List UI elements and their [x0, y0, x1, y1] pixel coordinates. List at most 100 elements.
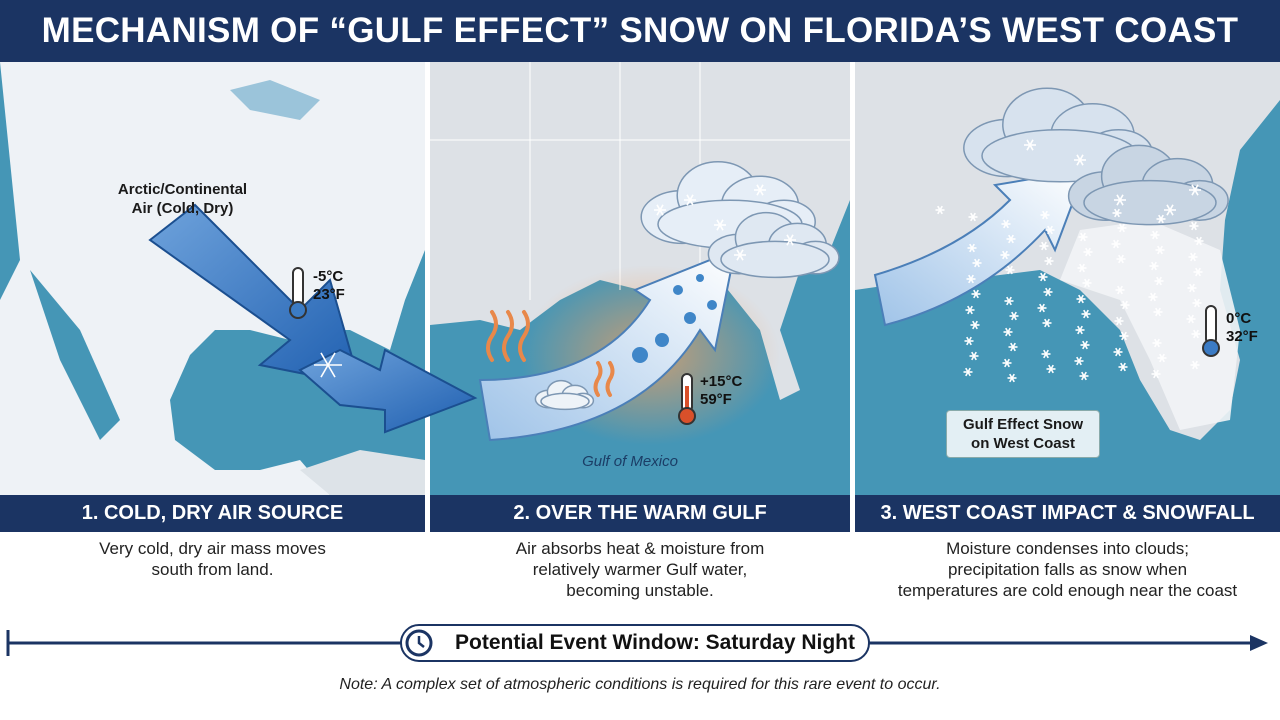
panel-heading: 2. OVER THE WARM GULF — [430, 495, 850, 532]
flake-arm — [1151, 261, 1157, 271]
snowflake — [1186, 314, 1196, 324]
snowflake — [1079, 371, 1089, 381]
desc-line: south from land. — [151, 560, 274, 579]
snowflake — [1116, 254, 1126, 264]
flake-arm — [1079, 263, 1085, 273]
flake-arm — [1081, 371, 1087, 381]
flake-arm — [937, 205, 943, 215]
flake-arm — [1040, 272, 1046, 282]
panel-heading: 3. WEST COAST IMPACT & SNOWFALL — [855, 495, 1280, 532]
snowflake — [754, 184, 766, 196]
snowflake — [1194, 236, 1204, 246]
clouds — [534, 87, 1229, 411]
snowflake — [1150, 230, 1160, 240]
flake-arm — [1003, 219, 1009, 229]
flake-arm — [1005, 327, 1011, 337]
snowflake — [967, 243, 977, 253]
flake-arm — [1082, 340, 1088, 350]
snowflake — [972, 258, 982, 268]
snowflake — [1009, 311, 1019, 321]
flake-arm — [1157, 245, 1163, 255]
flake-arm — [1047, 225, 1053, 235]
flake-arm — [1121, 331, 1127, 341]
snowflake — [1154, 276, 1164, 286]
flake-arm — [971, 351, 977, 361]
cloud — [1067, 144, 1229, 226]
snowflake — [1003, 327, 1013, 337]
temperature: 0°C 32°F — [1226, 310, 1258, 346]
snowflake — [1040, 210, 1050, 220]
flake-arm — [1043, 349, 1049, 359]
flake-arm — [1196, 236, 1202, 246]
note: Note: A complex set of atmospheric condi… — [339, 676, 941, 693]
flake-arm — [968, 274, 974, 284]
snowflake — [1114, 316, 1124, 326]
flake-arm — [1078, 294, 1084, 304]
flake-arm — [967, 305, 973, 315]
flake-arm — [686, 194, 694, 206]
flake-arm — [1117, 285, 1123, 295]
snowflake — [970, 320, 980, 330]
flake-arm — [1046, 256, 1052, 266]
temp-f: 59°F — [700, 391, 732, 408]
snowflake — [1042, 318, 1052, 328]
snowflakes — [314, 139, 1204, 383]
flake-arm — [1194, 298, 1200, 308]
panel-description: Very cold, dry air mass moves south from … — [0, 538, 425, 580]
temp-c: +15°C — [700, 373, 743, 390]
flake-arm — [1158, 214, 1164, 224]
flake-arm — [1120, 362, 1126, 372]
flake-arm — [1009, 373, 1015, 383]
snowflake — [1188, 252, 1198, 262]
temperature: -5°C 23°F — [313, 268, 345, 304]
flake-arm — [965, 367, 971, 377]
flake-arm — [716, 219, 724, 231]
snowflake — [1111, 239, 1121, 249]
flake-arm — [1153, 369, 1159, 379]
flake-arm — [1008, 234, 1014, 244]
snowflake — [1008, 342, 1018, 352]
flake-arm — [1041, 241, 1047, 251]
snowflake — [1112, 208, 1122, 218]
snowflake — [1114, 194, 1126, 206]
snowflake — [1000, 250, 1010, 260]
flake-arm — [1192, 360, 1198, 370]
flake-arm — [1156, 276, 1162, 286]
snowflake — [1004, 296, 1014, 306]
temp-f: 32°F — [1226, 328, 1258, 345]
snowflake — [314, 352, 342, 378]
snowflake — [1006, 234, 1016, 244]
snowflake — [684, 194, 696, 206]
flake-arm — [1085, 247, 1091, 257]
flake-arm — [786, 234, 794, 246]
snowflake — [1078, 232, 1088, 242]
snowflake — [1153, 307, 1163, 317]
flake-arm — [1045, 287, 1051, 297]
flake-arm — [1077, 325, 1083, 335]
desc-line: temperatures are cold enough near the co… — [897, 581, 1238, 600]
snowflake — [964, 336, 974, 346]
snowflake — [654, 204, 666, 216]
snowflake — [784, 234, 796, 246]
event-window-text: Potential Event Window: Saturday Night — [455, 631, 855, 654]
temp-c: 0°C — [1226, 310, 1252, 327]
flake-arm — [1114, 208, 1120, 218]
flake-arm — [973, 289, 979, 299]
desc-line: precipitation falls as snow when — [947, 560, 1188, 579]
flake-arm — [1150, 292, 1156, 302]
panel-description: Moisture condenses into clouds; precipita… — [855, 538, 1280, 601]
snowflake — [1190, 360, 1200, 370]
cloud-puff — [720, 240, 830, 279]
label-line: Arctic/Continental — [117, 181, 248, 198]
snowflake — [1075, 325, 1085, 335]
event-window: Potential Event Window: Saturday Night — [400, 624, 870, 662]
flake-arm — [1190, 252, 1196, 262]
flake-arm — [966, 336, 972, 346]
snowflake — [1076, 294, 1086, 304]
snowflake — [1039, 241, 1049, 251]
flake-arm — [1080, 232, 1086, 242]
snowflake — [1189, 184, 1201, 196]
snowflake — [1041, 349, 1051, 359]
snowflake — [965, 305, 975, 315]
